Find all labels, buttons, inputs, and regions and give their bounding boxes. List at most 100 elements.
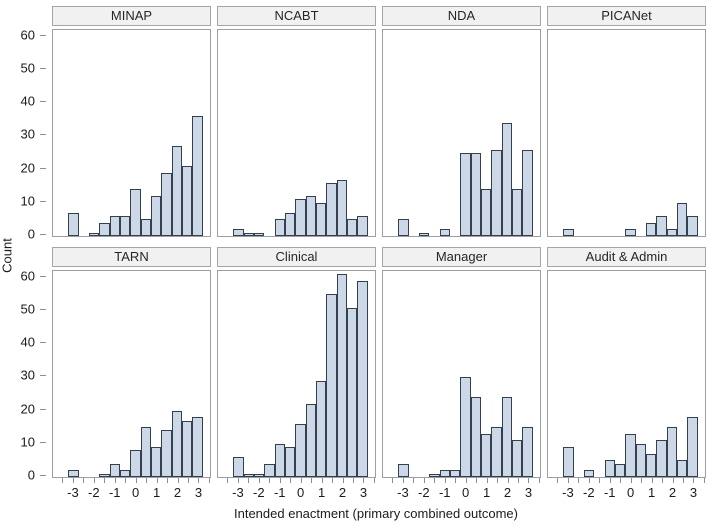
y-tick-label: 60 [20,268,35,284]
histogram-bar [151,447,162,477]
x-tick-label: 2 [503,485,512,500]
x-tick-mark [187,478,189,483]
panel-title: PICANet [547,6,706,26]
y-tick-label: 40 [20,93,35,109]
y-tick-mark [40,134,46,136]
panel-clinical: Clinical -3 -2 -1 0 1 2 3 [217,247,376,506]
y-tick-mark [40,200,46,202]
x-tick-mark [392,478,394,483]
histogram-bar [357,280,368,477]
x-tick-mark [156,478,158,483]
x-tick-label: 3 [689,485,698,500]
histogram-bar [274,219,286,236]
x-tick-label: 3 [524,485,533,500]
x-tick-mark [279,478,281,483]
panel-manager: Manager -3 -2 -1 0 1 2 3 [382,247,541,506]
histogram-bar [326,294,337,477]
panel-title: MINAP [52,6,211,26]
x-tick-mark [423,478,425,483]
histogram-bar [120,470,131,477]
y-axis-column: 0 10 20 30 40 50 60 [0,6,46,242]
x-tick-mark [177,478,179,483]
histogram-bar [481,189,492,236]
x-tick-mark [662,478,664,483]
histogram-bar [625,229,636,236]
x-tick-label: 3 [194,485,203,500]
histogram-bar [161,172,172,236]
y-tick-mark [40,375,46,377]
y-tick-label: 10 [20,193,35,209]
x-tick-mark [413,478,415,483]
x-tick-mark [444,478,446,483]
histogram-bar [161,430,172,477]
histogram-bar [646,453,657,477]
y-tick-mark [40,167,46,169]
x-axis: -3 -2 -1 0 1 2 3 [52,478,211,506]
x-tick-mark [578,478,580,483]
histogram-bar [68,212,79,236]
histogram-bar [254,473,265,477]
x-tick-mark [311,478,313,483]
histogram-bar [243,232,255,236]
x-tick-label: 1 [152,485,161,500]
histogram-bar [130,189,141,236]
x-tick-label: -3 [67,485,79,500]
x-tick-label: -2 [88,485,100,500]
panel-tarn: TARN -3 -2 -1 0 1 2 3 [52,247,211,506]
panel-title: Clinical [217,247,376,267]
x-tick-label: 2 [173,485,182,500]
histogram-bar [295,199,306,236]
x-tick-mark [703,478,705,483]
histogram-bar [285,212,296,236]
histogram-bar [677,202,688,236]
x-tick-label: -1 [273,485,286,500]
x-tick-label: -2 [418,485,430,500]
x-tick-label: 0 [462,485,470,500]
y-axis: 0 10 20 30 40 50 60 [0,268,46,483]
x-tick-mark [517,478,519,483]
histogram-bar [233,457,244,477]
x-tick-mark [620,478,622,483]
x-tick-mark [434,478,436,483]
x-tick-mark [352,478,354,483]
x-tick-mark [93,478,95,483]
y-tick-label: 60 [20,27,35,43]
x-tick-label: 1 [317,485,326,500]
histogram-bar [429,473,440,477]
x-tick-label: -1 [438,485,451,500]
y-tick-mark [40,308,46,310]
histogram-bar [470,152,482,236]
x-tick-label: -2 [583,485,595,500]
x-tick-mark [290,478,292,483]
histogram-bar [501,397,513,477]
y-tick-label: 20 [20,401,35,417]
panel-title: NDA [382,6,541,26]
histogram-bar [347,219,358,236]
x-tick-mark [146,478,148,483]
x-tick-mark [227,478,229,483]
panel-row-top: 0 10 20 30 40 50 60 MINAP NCABT NDA PICANet [0,6,706,242]
y-tick-mark [40,408,46,410]
histogram-bar [450,470,461,477]
x-tick-mark [83,478,85,483]
panel-title: Manager [382,247,541,267]
x-tick-mark [321,478,323,483]
histogram-bar [171,410,183,477]
x-tick-label: 0 [627,485,635,500]
histogram-bar [326,182,337,236]
y-tick-mark [40,475,46,476]
x-tick-mark [528,478,530,483]
x-axis: -3 -2 -1 0 1 2 3 [382,478,541,506]
x-tick-mark [486,478,488,483]
histogram-bar [243,473,255,477]
x-tick-mark [125,478,127,483]
y-tick-label: 50 [20,301,35,317]
y-tick-label: 0 [27,467,35,483]
histogram-bar [171,146,183,236]
histogram-bar [140,219,152,236]
y-tick-mark [40,234,46,235]
x-tick-mark [135,478,137,483]
x-tick-label: 0 [297,485,305,500]
x-tick-label: -1 [603,485,616,500]
histogram-bar [357,216,368,236]
